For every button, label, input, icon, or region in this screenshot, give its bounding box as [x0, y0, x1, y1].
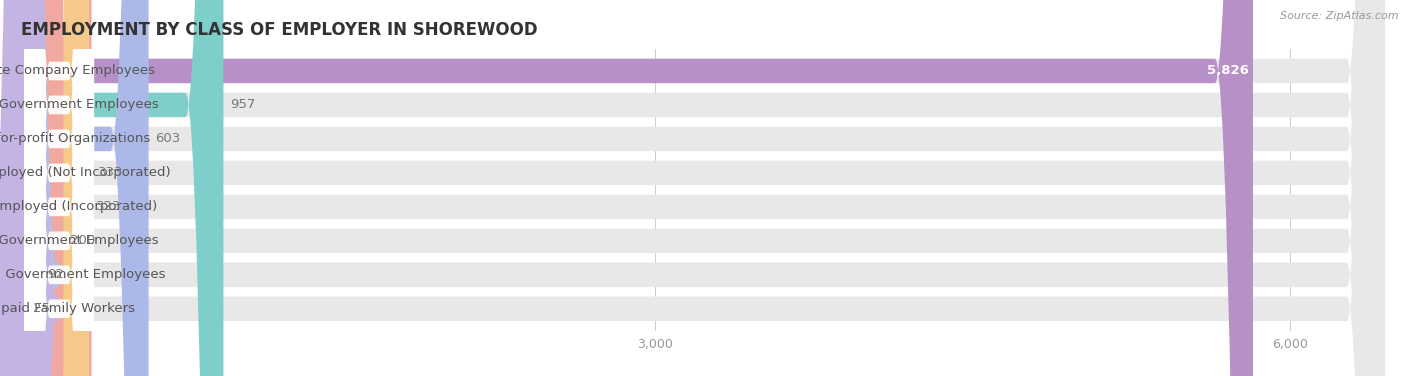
FancyBboxPatch shape — [21, 0, 1385, 376]
Text: 25: 25 — [32, 302, 49, 315]
FancyBboxPatch shape — [24, 0, 94, 376]
Text: 323: 323 — [96, 200, 121, 213]
FancyBboxPatch shape — [24, 0, 94, 376]
Text: Source: ZipAtlas.com: Source: ZipAtlas.com — [1281, 11, 1399, 21]
FancyBboxPatch shape — [21, 0, 1385, 376]
Text: 92: 92 — [46, 268, 63, 281]
FancyBboxPatch shape — [21, 0, 224, 376]
Text: 333: 333 — [98, 167, 124, 179]
FancyBboxPatch shape — [21, 0, 1385, 376]
FancyBboxPatch shape — [24, 0, 94, 376]
Text: EMPLOYMENT BY CLASS OF EMPLOYER IN SHOREWOOD: EMPLOYMENT BY CLASS OF EMPLOYER IN SHORE… — [21, 21, 537, 39]
Text: Federal Government Employees: Federal Government Employees — [0, 268, 166, 281]
Text: 603: 603 — [155, 132, 180, 146]
Text: Local Government Employees: Local Government Employees — [0, 99, 159, 111]
FancyBboxPatch shape — [21, 0, 1385, 376]
FancyBboxPatch shape — [21, 0, 1385, 376]
FancyBboxPatch shape — [24, 0, 94, 376]
Text: Unpaid Family Workers: Unpaid Family Workers — [0, 302, 135, 315]
Text: Not-for-profit Organizations: Not-for-profit Organizations — [0, 132, 150, 146]
FancyBboxPatch shape — [21, 0, 63, 376]
FancyBboxPatch shape — [21, 0, 90, 376]
FancyBboxPatch shape — [24, 0, 94, 376]
FancyBboxPatch shape — [21, 0, 1253, 376]
Text: State Government Employees: State Government Employees — [0, 234, 159, 247]
Text: 957: 957 — [229, 99, 254, 111]
FancyBboxPatch shape — [21, 0, 1385, 376]
FancyBboxPatch shape — [21, 0, 149, 376]
FancyBboxPatch shape — [24, 0, 94, 376]
Text: Private Company Employees: Private Company Employees — [0, 64, 155, 77]
Text: 5,826: 5,826 — [1206, 64, 1249, 77]
FancyBboxPatch shape — [21, 0, 1385, 376]
Text: Self-Employed (Not Incorporated): Self-Employed (Not Incorporated) — [0, 167, 170, 179]
Text: Self-Employed (Incorporated): Self-Employed (Incorporated) — [0, 200, 157, 213]
FancyBboxPatch shape — [0, 0, 59, 376]
Text: 200: 200 — [70, 234, 96, 247]
FancyBboxPatch shape — [21, 0, 91, 376]
FancyBboxPatch shape — [3, 0, 59, 376]
FancyBboxPatch shape — [24, 0, 94, 376]
FancyBboxPatch shape — [21, 0, 1385, 376]
FancyBboxPatch shape — [24, 0, 94, 376]
